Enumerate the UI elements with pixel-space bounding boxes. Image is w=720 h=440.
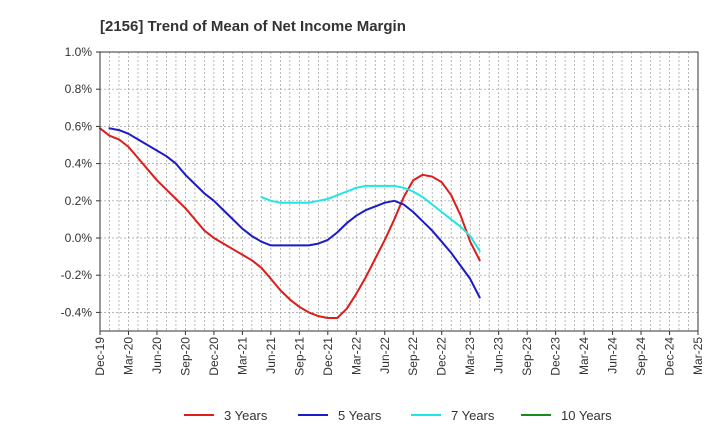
series-lines xyxy=(99,127,481,319)
legend-label-3-years: 3 Years xyxy=(224,408,268,423)
x-axis: Dec-19 Mar-20 Jun-20 Sep-20 Dec-20 Mar-21 Jun-… xyxy=(93,331,705,376)
x-tick-label: Jun-24 xyxy=(606,337,620,374)
legend-label-5-years: 5 Years xyxy=(338,408,382,423)
x-tick-label: Mar-21 xyxy=(235,337,249,375)
y-tick-label: 0.4% xyxy=(65,157,93,171)
x-tick-label: Mar-23 xyxy=(463,337,477,375)
x-tick-label: Jun-20 xyxy=(150,337,164,374)
legend-label-10-years: 10 Years xyxy=(561,408,612,423)
y-tick-label: 0.2% xyxy=(65,194,93,208)
legend-label-7-years: 7 Years xyxy=(451,408,495,423)
series-line-5-years xyxy=(108,127,481,299)
y-tick-label: -0.4% xyxy=(61,305,93,319)
series-line-7-years xyxy=(260,184,481,252)
x-tick-label: Dec-19 xyxy=(93,337,107,376)
x-tick-label: Dec-24 xyxy=(663,337,677,376)
x-tick-label: Jun-23 xyxy=(492,337,506,374)
y-tick-label: 0.0% xyxy=(65,231,93,245)
x-tick-label: Jun-22 xyxy=(378,337,392,374)
x-tick-label: Mar-20 xyxy=(121,337,135,375)
legend: 3 Years 5 Years 7 Years 10 Years xyxy=(184,408,612,423)
x-tick-label: Sep-23 xyxy=(520,337,534,376)
y-tick-label: 1.0% xyxy=(65,45,93,59)
plot-frame xyxy=(99,51,699,332)
x-tick-label: Dec-23 xyxy=(549,337,563,376)
x-tick-label: Dec-20 xyxy=(207,337,221,376)
y-tick-label: 0.8% xyxy=(65,82,93,96)
x-tick-label: Sep-20 xyxy=(178,337,192,376)
x-tick-label: Mar-22 xyxy=(349,337,363,375)
x-tick-label: Dec-22 xyxy=(435,337,449,376)
y-tick-label: 0.6% xyxy=(65,119,93,133)
y-axis: 1.0% 0.8% 0.6% 0.4% 0.2% 0.0% -0.2% -0.4% xyxy=(61,45,100,319)
x-tick-label: Sep-22 xyxy=(406,337,420,376)
chart-title: [2156] Trend of Mean of Net Income Margi… xyxy=(100,18,406,35)
series-line-3-years xyxy=(99,127,481,319)
grid xyxy=(99,51,699,332)
x-tick-label: Dec-21 xyxy=(321,337,335,376)
x-tick-label: Sep-24 xyxy=(634,337,648,376)
x-tick-label: Mar-25 xyxy=(691,337,705,375)
x-tick-label: Mar-24 xyxy=(577,337,591,375)
x-tick-label: Sep-21 xyxy=(292,337,306,376)
x-tick-label: Jun-21 xyxy=(264,337,278,374)
y-tick-label: -0.2% xyxy=(61,268,93,282)
